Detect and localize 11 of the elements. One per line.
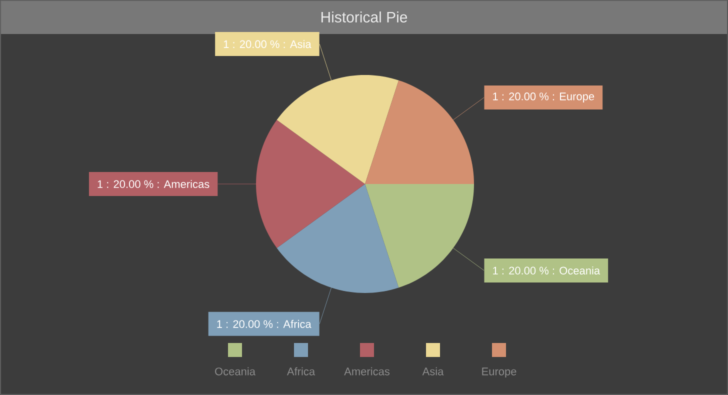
- data-label: 1 : 20.00 % : Oceania: [493, 266, 600, 275]
- data-label: 1 : 20.00 % : Americas: [98, 180, 210, 188]
- legend-label: Asia: [422, 367, 444, 376]
- legend-label: Americas: [344, 367, 390, 376]
- data-label: 1 : 20.00 % : Africa: [217, 320, 312, 328]
- data-label: 1 : 20.00 % : Europe: [493, 92, 594, 102]
- data-label: 1 : 20.00 % : Asia: [224, 40, 312, 48]
- legend-label: Africa: [286, 367, 316, 376]
- legend-label: Oceania: [215, 367, 256, 376]
- legend-label: Europe: [482, 368, 516, 378]
- chart-title: Historical Pie: [321, 11, 408, 22]
